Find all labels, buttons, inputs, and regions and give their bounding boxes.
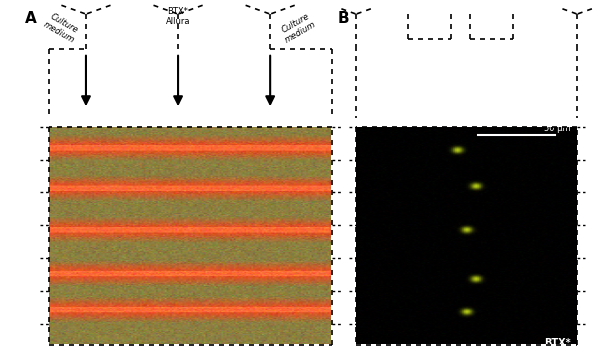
Text: B: B <box>338 11 349 26</box>
Text: Culture
medium: Culture medium <box>42 11 81 45</box>
Text: BTX*
Allura: BTX* Allura <box>166 7 190 26</box>
Text: A: A <box>25 11 36 26</box>
Text: 50 μm: 50 μm <box>544 124 570 133</box>
Text: BTX*: BTX* <box>544 338 570 348</box>
Text: Culture
medium: Culture medium <box>278 11 317 45</box>
